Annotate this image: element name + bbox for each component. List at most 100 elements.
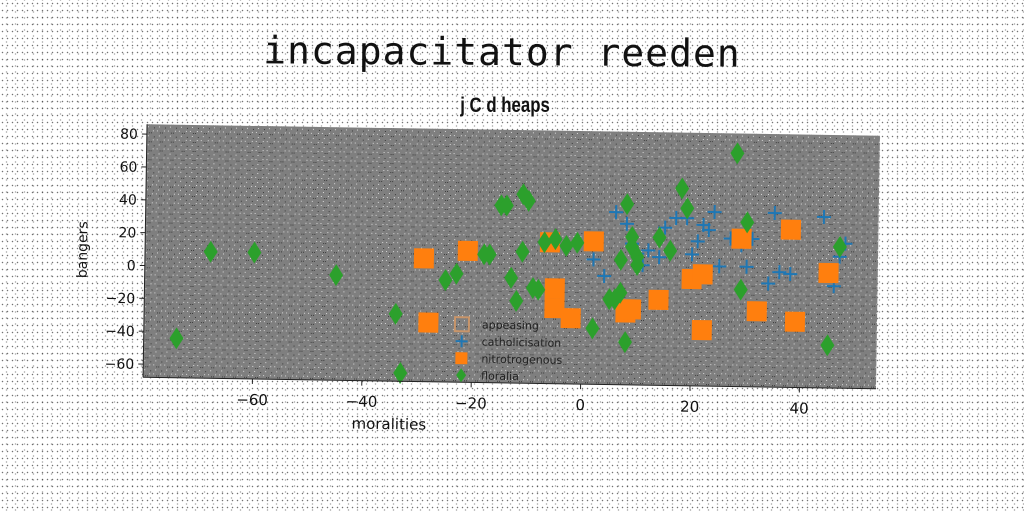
- data-point-floralia: [680, 197, 695, 220]
- data-point-floralia: [169, 327, 184, 350]
- data-point-catholicisation: [761, 276, 776, 291]
- data-point-catholicisation: [739, 259, 754, 274]
- data-point-nitrotrogenous: [620, 299, 642, 320]
- x-tick-label: 40: [789, 399, 808, 417]
- data-point-floralia: [504, 266, 519, 289]
- data-point-catholicisation: [707, 205, 722, 220]
- legend-label-nitrotrogenous: nitrotrogenous: [481, 353, 562, 367]
- data-point-catholicisation: [658, 220, 673, 235]
- data-point-floralia: [516, 183, 531, 206]
- data-point-floralia: [247, 241, 262, 264]
- data-point-nitrotrogenous: [731, 228, 752, 249]
- data-point-floralia: [203, 240, 218, 263]
- legend-label-appeasing: appeasing: [482, 319, 539, 333]
- data-point-floralia: [618, 331, 633, 354]
- data-point-catholicisation: [597, 269, 612, 284]
- legend-marker-catholicisation: [455, 335, 468, 348]
- data-point-catholicisation: [619, 216, 634, 231]
- data-point-catholicisation: [685, 247, 700, 262]
- x-tick-label: −60: [236, 391, 268, 409]
- data-point-floralia: [832, 235, 847, 258]
- data-point-nitrotrogenous: [784, 311, 806, 332]
- y-tick-label: 20: [118, 225, 136, 241]
- data-point-nitrotrogenous: [692, 264, 713, 285]
- data-point-catholicisation: [609, 205, 624, 220]
- data-point-nitrotrogenous: [418, 312, 439, 333]
- y-tick-label: 80: [120, 127, 138, 143]
- data-point-floralia: [388, 302, 403, 325]
- data-point-floralia: [515, 240, 530, 263]
- data-point-catholicisation: [772, 265, 787, 280]
- y-axis-label: bangers: [75, 221, 92, 278]
- data-point-floralia: [329, 264, 344, 287]
- y-tick-label: 60: [119, 160, 137, 176]
- data-point-floralia: [531, 278, 546, 301]
- data-point-nitrotrogenous: [818, 262, 839, 284]
- y-tick-label: −60: [105, 356, 135, 372]
- data-point-nitrotrogenous: [691, 319, 712, 341]
- data-point-floralia: [559, 234, 574, 257]
- y-tick-label: −40: [105, 324, 135, 340]
- x-tick-label: −40: [346, 392, 378, 410]
- y-tick-label: 0: [127, 258, 136, 274]
- y-tick-label: 40: [119, 192, 137, 208]
- data-point-floralia: [438, 269, 453, 292]
- data-point-floralia: [570, 231, 585, 254]
- legend-marker-appeasing: [453, 316, 471, 333]
- data-point-floralia: [625, 226, 640, 249]
- data-point-nitrotrogenous: [544, 278, 565, 299]
- data-point-floralia: [482, 243, 497, 266]
- data-point-floralia: [537, 231, 552, 254]
- data-point-nitrotrogenous: [544, 297, 565, 319]
- data-point-catholicisation: [690, 234, 705, 249]
- data-point-floralia: [652, 226, 667, 249]
- data-point-catholicisation: [641, 243, 656, 258]
- x-tick-label: 20: [680, 398, 699, 416]
- data-point-nitrotrogenous: [457, 240, 478, 262]
- data-point-catholicisation: [652, 250, 667, 265]
- data-point-floralia: [585, 317, 600, 340]
- data-point-floralia: [509, 289, 524, 312]
- data-point-floralia: [613, 248, 628, 271]
- data-point-floralia: [663, 239, 678, 262]
- legend-marker-nitrotrogenous: [455, 352, 468, 365]
- data-point-floralia: [730, 142, 745, 165]
- data-point-nitrotrogenous: [583, 231, 604, 252]
- data-point-catholicisation: [783, 267, 798, 282]
- data-point-floralia: [393, 362, 408, 385]
- data-point-catholicisation: [816, 210, 831, 225]
- x-tick-label: −20: [455, 394, 487, 412]
- data-point-catholicisation: [586, 252, 601, 267]
- data-point-nitrotrogenous: [746, 301, 767, 322]
- data-point-floralia: [675, 177, 690, 200]
- data-point-nitrotrogenous: [648, 289, 669, 311]
- x-axis: [143, 376, 876, 390]
- data-point-floralia: [521, 189, 536, 212]
- legend: appeasing catholicisation nitrotrogenous fl…: [453, 316, 563, 384]
- x-axis-label: moralities: [351, 415, 426, 434]
- data-point-floralia: [449, 262, 464, 285]
- chart-subtitle: j C d heaps: [460, 94, 550, 117]
- data-point-floralia: [620, 193, 635, 216]
- data-point-catholicisation: [767, 205, 782, 220]
- legend-marker-floralia: [456, 368, 467, 383]
- data-point-catholicisation: [701, 223, 716, 238]
- y-tick-label: −20: [106, 291, 136, 307]
- data-point-nitrotrogenous: [560, 308, 581, 329]
- data-point-nitrotrogenous: [413, 248, 435, 269]
- x-tick-label: 0: [575, 396, 585, 414]
- legend-label-catholicisation: catholicisation: [482, 336, 562, 350]
- data-point-floralia: [613, 281, 628, 304]
- data-point-floralia: [499, 194, 514, 217]
- data-point-floralia: [630, 254, 645, 277]
- data-point-floralia: [740, 211, 755, 234]
- data-point-nitrotrogenous: [780, 219, 802, 240]
- data-point-catholicisation: [712, 259, 727, 274]
- data-point-floralia: [548, 228, 563, 251]
- data-point-floralia: [733, 278, 748, 301]
- legend-label-floralia: floralia: [481, 370, 519, 384]
- y-axis: [142, 124, 148, 378]
- data-point-floralia: [820, 334, 835, 357]
